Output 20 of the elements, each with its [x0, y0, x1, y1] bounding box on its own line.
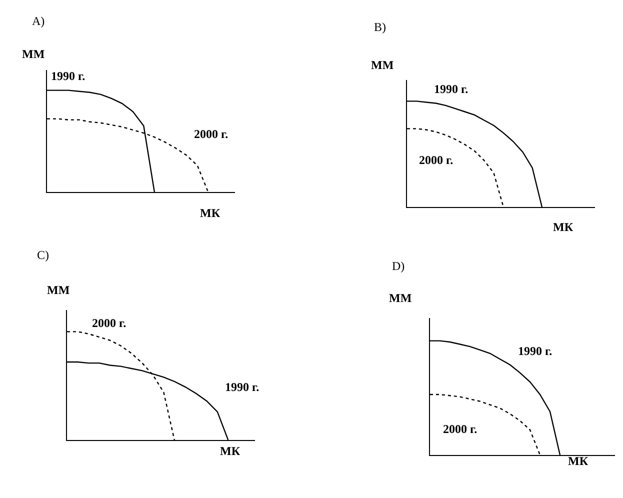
chart-title: B) — [374, 20, 386, 34]
chart-title: C) — [37, 248, 50, 262]
series-label: 1990 г. — [434, 82, 468, 96]
x-axis-title: МК — [553, 220, 574, 234]
series-label: 1990 г. — [225, 380, 260, 394]
y-axis-title: ММ — [47, 283, 70, 297]
series-label: 2000 г. — [443, 422, 478, 436]
y-axis-title: ММ — [22, 47, 45, 61]
chart-title: A) — [32, 14, 45, 28]
chart-title: D) — [392, 259, 405, 273]
series-label: 1990 г. — [518, 344, 552, 358]
series-label: 2000 г. — [92, 316, 126, 330]
y-axis-title: ММ — [389, 291, 412, 305]
series-label: 1990 г. — [51, 69, 86, 83]
x-axis-title: МК — [220, 444, 240, 458]
y-axis-title: ММ — [371, 58, 394, 72]
x-axis-title: МК — [568, 454, 588, 468]
series-label: 2000 г. — [194, 127, 228, 141]
x-axis-title: МК — [200, 206, 220, 220]
series-label: 2000 г. — [419, 153, 454, 167]
